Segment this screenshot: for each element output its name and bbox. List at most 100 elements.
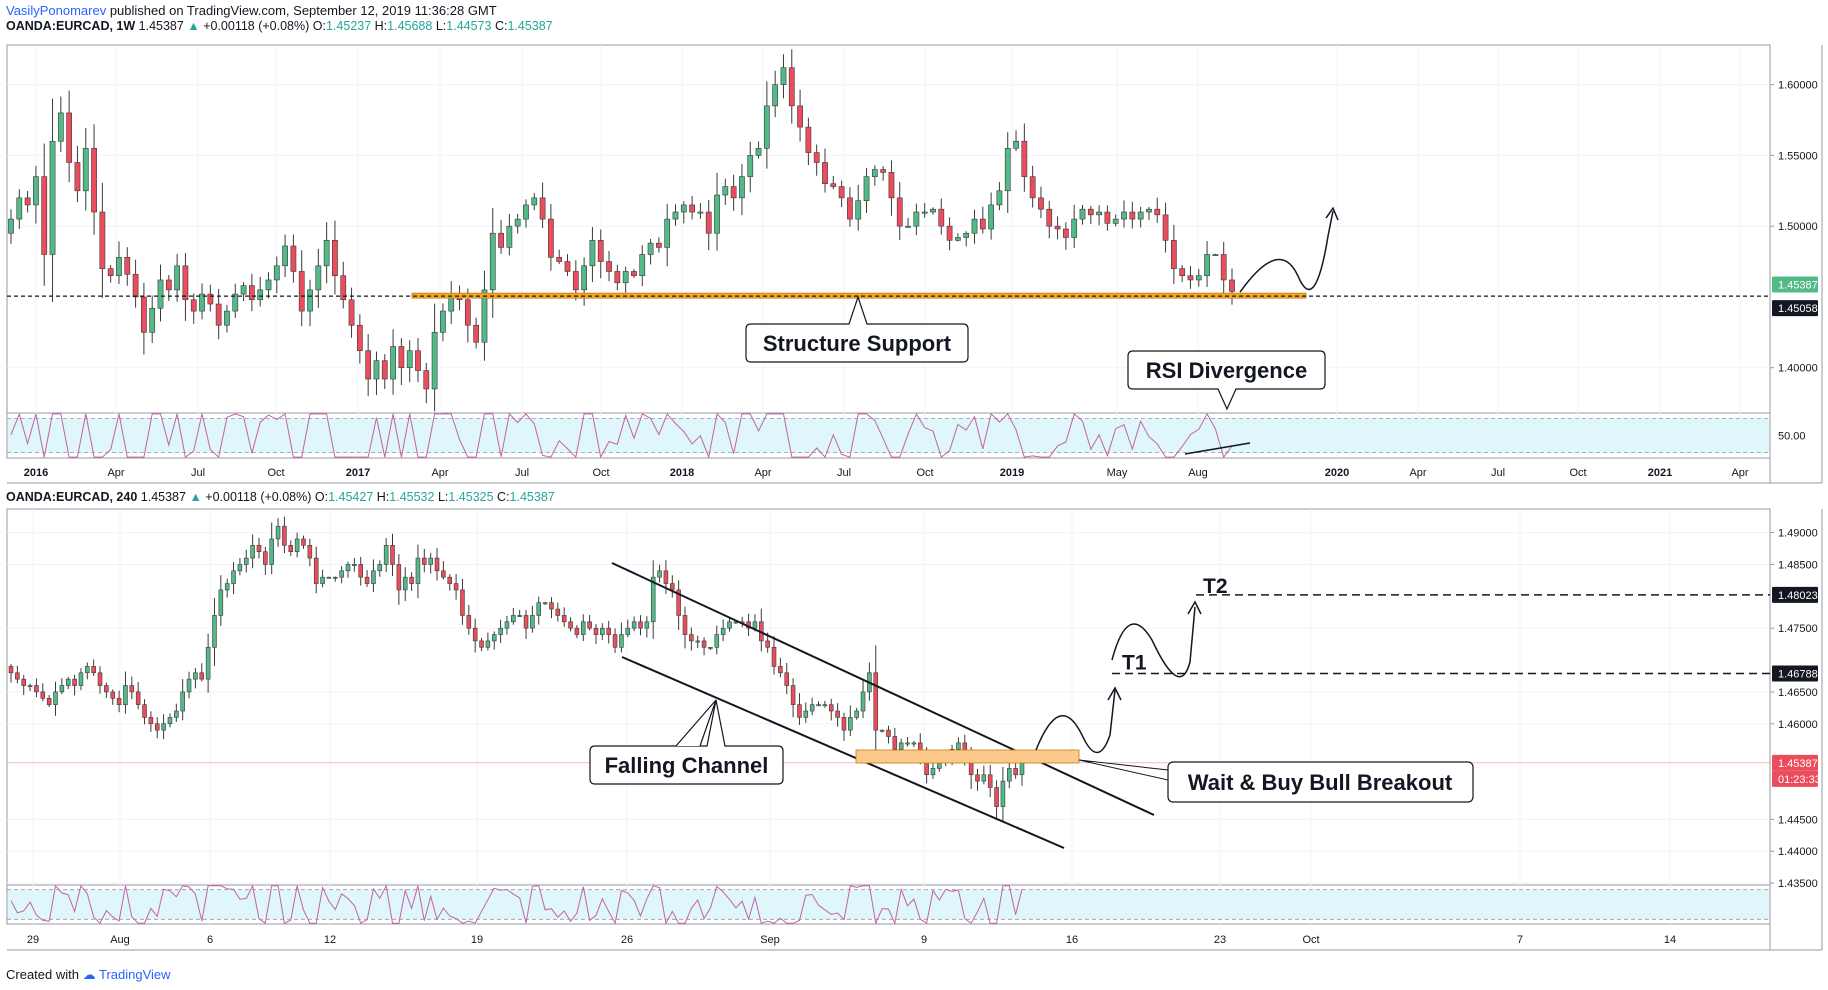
weekly-candle-body[interactable] <box>888 172 895 199</box>
h4-candle-body[interactable] <box>352 564 357 566</box>
h4-candle-body[interactable] <box>243 557 249 565</box>
weekly-candle-body[interactable] <box>855 200 862 220</box>
weekly-candle-body[interactable] <box>381 360 388 380</box>
h4-candle-body[interactable] <box>409 576 414 584</box>
weekly-candle-body[interactable] <box>614 271 621 284</box>
weekly-candle-body[interactable] <box>921 211 928 214</box>
h4-candle-body[interactable] <box>1019 761 1025 776</box>
weekly-candle-body[interactable] <box>672 211 679 220</box>
weekly-candle-body[interactable] <box>1013 140 1019 149</box>
weekly-candle-body[interactable] <box>589 240 596 267</box>
h4-candle-body[interactable] <box>123 685 128 705</box>
weekly-candle-body[interactable] <box>481 289 488 343</box>
weekly-candle-body[interactable] <box>955 237 961 241</box>
h4-candle-body[interactable] <box>905 742 910 745</box>
weekly-candle-body[interactable] <box>556 257 563 262</box>
h4-candle-body[interactable] <box>714 634 720 648</box>
h4-candle-body[interactable] <box>205 646 211 680</box>
h4-candle-body[interactable] <box>428 557 433 565</box>
h4-candle-body[interactable] <box>790 685 796 705</box>
weekly-candle-body[interactable] <box>16 197 23 220</box>
h4-candle-body[interactable] <box>485 640 491 648</box>
weekly-candle-body[interactable] <box>1137 211 1144 220</box>
h4-candle-body[interactable] <box>879 729 885 732</box>
h4-candle-body[interactable] <box>542 602 548 605</box>
h4-candle-body[interactable] <box>631 621 637 629</box>
weekly-candle-body[interactable] <box>788 67 795 107</box>
weekly-candle-body[interactable] <box>1087 208 1094 216</box>
weekly-candle-body[interactable] <box>631 271 637 277</box>
weekly-candle-body[interactable] <box>124 257 131 275</box>
h4-candle-body[interactable] <box>85 666 90 674</box>
h4-candle-body[interactable] <box>59 685 65 693</box>
h4-candle-body[interactable] <box>1013 768 1018 776</box>
h4-candle-body[interactable] <box>822 704 828 707</box>
h4-candle-body[interactable] <box>644 621 650 629</box>
h4-candle-body[interactable] <box>282 525 287 546</box>
weekly-candle-body[interactable] <box>689 204 695 213</box>
weekly-candle-body[interactable] <box>830 183 837 187</box>
h4-candle-body[interactable] <box>981 774 987 782</box>
weekly-candle-body[interactable] <box>232 293 239 312</box>
h4-candle-body[interactable] <box>294 538 300 552</box>
h4-candle-body[interactable] <box>148 717 154 725</box>
weekly-candle-body[interactable] <box>780 67 787 85</box>
weekly-candle-body[interactable] <box>979 218 986 230</box>
weekly-candle-body[interactable] <box>797 105 803 128</box>
weekly-candle-body[interactable] <box>1187 275 1194 281</box>
weekly-candle-body[interactable] <box>572 271 579 291</box>
h4-candle-body[interactable] <box>358 564 363 578</box>
h4-candle-body[interactable] <box>320 576 325 584</box>
h4-candle-body[interactable] <box>504 621 510 629</box>
h4-candle-body[interactable] <box>994 787 999 807</box>
h4-candle-body[interactable] <box>21 678 26 686</box>
weekly-candle-body[interactable] <box>298 271 305 312</box>
weekly-candle-body[interactable] <box>207 293 214 305</box>
h4-candle-body[interactable] <box>237 564 243 572</box>
weekly-candle-body[interactable] <box>348 299 355 326</box>
weekly-candle-body[interactable] <box>988 204 994 230</box>
h4-candle-body[interactable] <box>371 570 376 584</box>
h4-candle-body[interactable] <box>434 557 440 572</box>
weekly-candle-body[interactable] <box>365 350 372 380</box>
h4-candle-body[interactable] <box>593 627 599 635</box>
weekly-candle-body[interactable] <box>1129 211 1136 220</box>
weekly-candle-body[interactable] <box>1004 148 1011 192</box>
weekly-candle-body[interactable] <box>1195 275 1202 281</box>
h4-candle-body[interactable] <box>657 570 662 578</box>
h4-candle-body[interactable] <box>186 678 192 693</box>
h4-candle-body[interactable] <box>886 729 891 737</box>
h4-candle-body[interactable] <box>135 691 141 705</box>
h4-candle-body[interactable] <box>129 685 135 693</box>
weekly-candle-body[interactable] <box>805 126 812 153</box>
weekly-candle-body[interactable] <box>1162 214 1169 241</box>
h4-candle-body[interactable] <box>619 634 624 648</box>
weekly-candle-body[interactable] <box>82 148 89 192</box>
h4-candle-body[interactable] <box>154 723 160 731</box>
weekly-candle-body[interactable] <box>116 257 122 277</box>
weekly-candle-body[interactable] <box>315 265 322 291</box>
weekly-candle-body[interactable] <box>1146 208 1152 213</box>
weekly-candle-body[interactable] <box>8 218 14 234</box>
h4-candle-body[interactable] <box>345 564 351 572</box>
h4-candle-body[interactable] <box>180 691 185 712</box>
weekly-candle-body[interactable] <box>813 152 820 163</box>
h4-candle-body[interactable] <box>1007 768 1012 782</box>
weekly-candle-body[interactable] <box>406 350 413 369</box>
weekly-candle-body[interactable] <box>249 285 255 301</box>
h4-candle-body[interactable] <box>224 583 230 591</box>
weekly-candle-body[interactable] <box>440 310 446 333</box>
h4-candle-body[interactable] <box>104 685 109 693</box>
weekly-candle-body[interactable] <box>91 148 97 213</box>
h4-candle-body[interactable] <box>752 621 758 629</box>
weekly-candle-body[interactable] <box>1121 211 1127 220</box>
weekly-candle-body[interactable] <box>1046 208 1053 227</box>
weekly-candle-body[interactable] <box>1096 211 1102 216</box>
h4-candle-body[interactable] <box>638 621 643 629</box>
h4-candle-body[interactable] <box>466 615 472 629</box>
h4-candle-body[interactable] <box>663 570 669 584</box>
h4-candle-body[interactable] <box>930 768 936 776</box>
weekly-candle-body[interactable] <box>506 225 513 248</box>
weekly-candle-body[interactable] <box>174 265 180 291</box>
